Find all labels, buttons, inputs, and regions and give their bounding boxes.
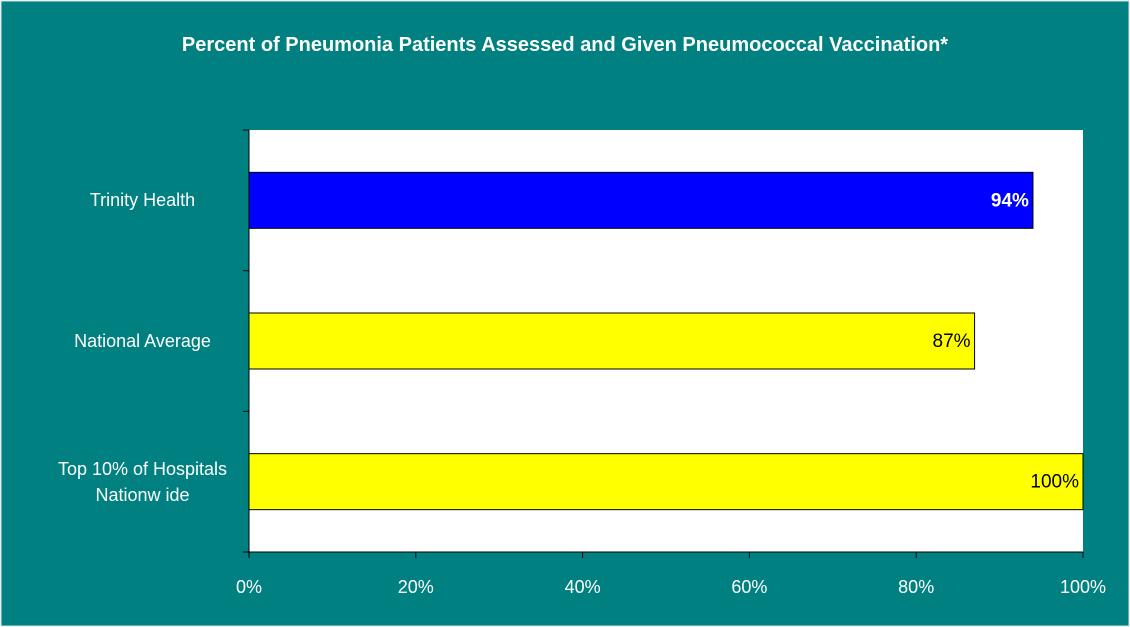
chart-title: Percent of Pneumonia Patients Assessed a… bbox=[181, 34, 949, 56]
value-label: 94% bbox=[991, 190, 1029, 211]
bar bbox=[248, 312, 976, 370]
x-tick-label: 60% bbox=[731, 577, 767, 597]
x-tick-label: 40% bbox=[565, 577, 601, 597]
x-tick-label: 80% bbox=[898, 577, 934, 597]
y-tick-label: National Average bbox=[74, 331, 211, 351]
y-tick-label: Top 10% of Hospitals Nationw ide bbox=[57, 458, 228, 505]
x-tick-label: 0% bbox=[236, 577, 262, 597]
x-tick-label: 20% bbox=[398, 577, 434, 597]
bar bbox=[248, 171, 1034, 229]
bar bbox=[248, 453, 1084, 511]
y-tick-label: Trinity Health bbox=[89, 190, 196, 211]
x-tick-label: 100% bbox=[1060, 577, 1106, 597]
value-label: 100% bbox=[1030, 472, 1079, 493]
value-label: 87% bbox=[933, 331, 971, 352]
